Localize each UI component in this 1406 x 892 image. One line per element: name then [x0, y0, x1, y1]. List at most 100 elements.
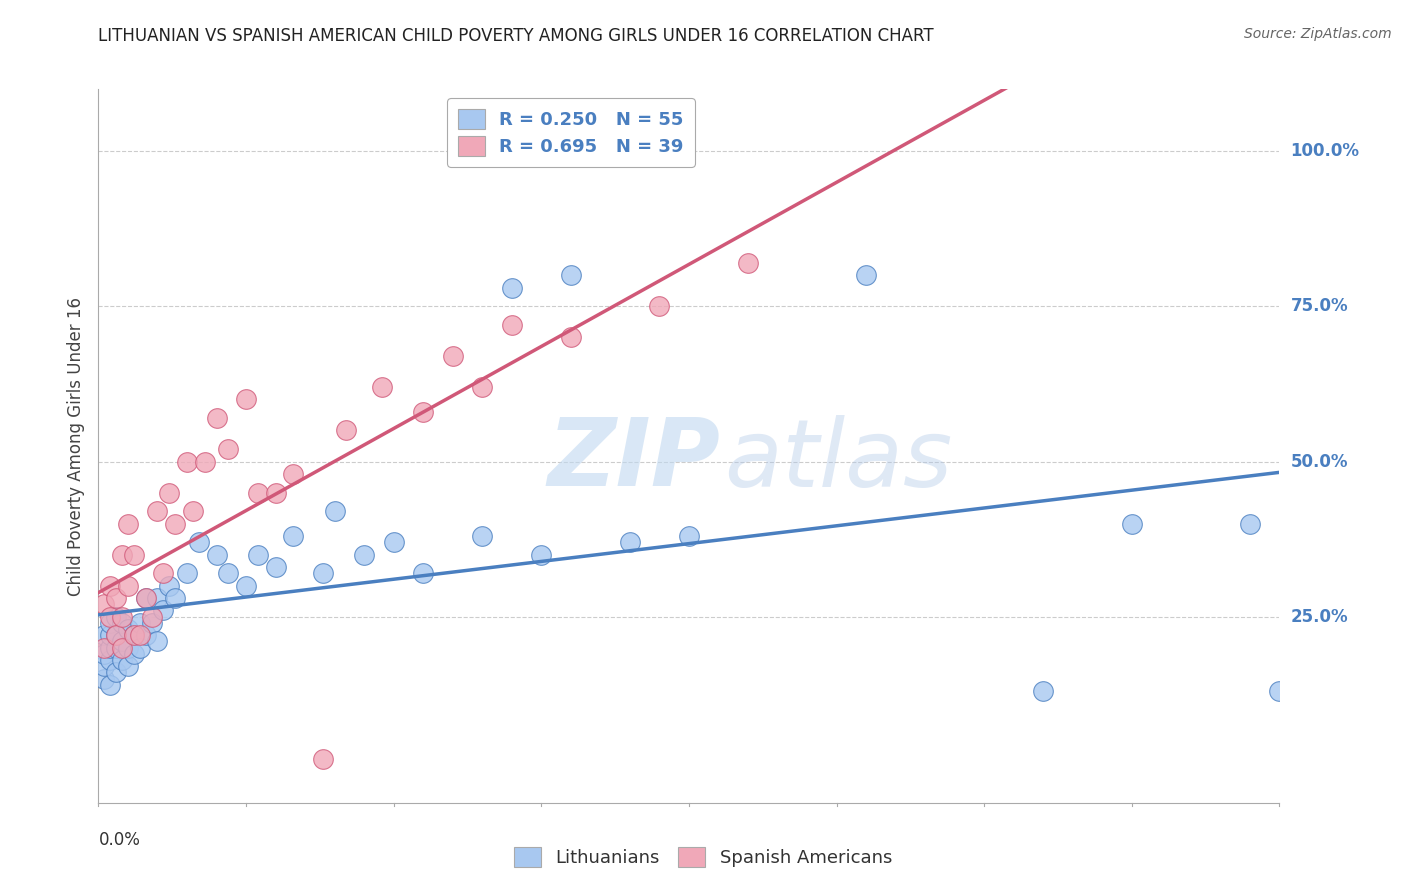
Point — [678, 529, 700, 543]
Point — [648, 299, 671, 313]
Point — [111, 609, 134, 624]
Point — [246, 485, 269, 500]
Point — [105, 609, 128, 624]
Point — [1032, 684, 1054, 698]
Point — [412, 566, 434, 581]
Text: 50.0%: 50.0% — [1291, 452, 1348, 470]
Point — [93, 597, 115, 611]
Point — [157, 579, 180, 593]
Point — [105, 640, 128, 655]
Point — [135, 591, 157, 605]
Point — [312, 566, 335, 581]
Point — [122, 628, 145, 642]
Point — [111, 548, 134, 562]
Text: 75.0%: 75.0% — [1291, 297, 1348, 316]
Point — [93, 659, 115, 673]
Point — [205, 548, 228, 562]
Point — [111, 640, 134, 655]
Point — [1239, 516, 1261, 531]
Point — [855, 268, 877, 283]
Point — [165, 591, 187, 605]
Point — [471, 529, 494, 543]
Point — [235, 579, 257, 593]
Point — [128, 615, 150, 630]
Point — [283, 467, 305, 481]
Point — [205, 411, 228, 425]
Point — [371, 380, 394, 394]
Point — [246, 548, 269, 562]
Point — [135, 628, 157, 642]
Point — [141, 609, 163, 624]
Point — [128, 628, 150, 642]
Point — [235, 392, 257, 407]
Point — [146, 591, 169, 605]
Point — [152, 566, 174, 581]
Point — [105, 628, 128, 642]
Point — [176, 566, 198, 581]
Point — [135, 591, 157, 605]
Point — [105, 591, 128, 605]
Point — [105, 628, 128, 642]
Point — [501, 318, 523, 332]
Point — [1268, 684, 1291, 698]
Point — [217, 566, 239, 581]
Y-axis label: Child Poverty Among Girls Under 16: Child Poverty Among Girls Under 16 — [66, 296, 84, 596]
Point — [93, 640, 115, 655]
Point — [312, 752, 335, 766]
Point — [98, 579, 121, 593]
Point — [176, 454, 198, 468]
Point — [157, 485, 180, 500]
Text: atlas: atlas — [724, 415, 953, 506]
Point — [264, 560, 287, 574]
Point — [560, 330, 582, 344]
Point — [471, 380, 494, 394]
Point — [111, 615, 134, 630]
Point — [619, 535, 641, 549]
Point — [501, 281, 523, 295]
Text: 25.0%: 25.0% — [1291, 607, 1348, 625]
Point — [122, 628, 145, 642]
Point — [146, 504, 169, 518]
Point — [217, 442, 239, 456]
Point — [737, 256, 759, 270]
Text: ZIP: ZIP — [547, 414, 720, 507]
Point — [98, 640, 121, 655]
Text: LITHUANIAN VS SPANISH AMERICAN CHILD POVERTY AMONG GIRLS UNDER 16 CORRELATION CH: LITHUANIAN VS SPANISH AMERICAN CHILD POV… — [98, 27, 934, 45]
Point — [117, 579, 139, 593]
Point — [141, 615, 163, 630]
Point — [98, 628, 121, 642]
Point — [122, 548, 145, 562]
Point — [122, 647, 145, 661]
Point — [98, 678, 121, 692]
Point — [93, 628, 115, 642]
Point — [117, 516, 139, 531]
Point — [530, 548, 553, 562]
Text: 0.0%: 0.0% — [98, 831, 141, 849]
Point — [1121, 516, 1143, 531]
Point — [187, 535, 209, 549]
Point — [412, 405, 434, 419]
Point — [194, 454, 217, 468]
Point — [441, 349, 464, 363]
Point — [111, 634, 134, 648]
Point — [117, 640, 139, 655]
Legend: Lithuanians, Spanish Americans: Lithuanians, Spanish Americans — [506, 839, 900, 874]
Point — [93, 647, 115, 661]
Point — [382, 535, 405, 549]
Legend: R = 0.250   N = 55, R = 0.695   N = 39: R = 0.250 N = 55, R = 0.695 N = 39 — [447, 98, 695, 167]
Point — [335, 424, 357, 438]
Point — [264, 485, 287, 500]
Point — [98, 609, 121, 624]
Text: Source: ZipAtlas.com: Source: ZipAtlas.com — [1244, 27, 1392, 41]
Point — [165, 516, 187, 531]
Point — [98, 653, 121, 667]
Point — [128, 640, 150, 655]
Point — [181, 504, 204, 518]
Point — [93, 672, 115, 686]
Text: 100.0%: 100.0% — [1291, 142, 1360, 161]
Point — [283, 529, 305, 543]
Point — [323, 504, 346, 518]
Point — [146, 634, 169, 648]
Point — [152, 603, 174, 617]
Point — [111, 653, 134, 667]
